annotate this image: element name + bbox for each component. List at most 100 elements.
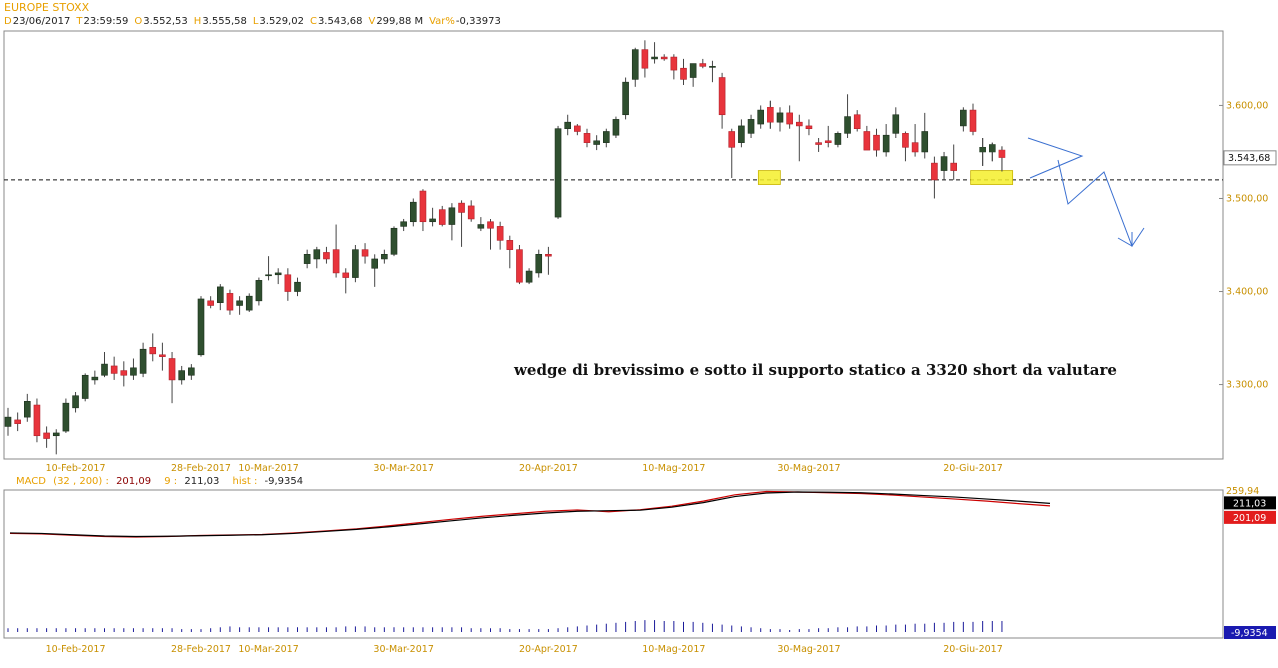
- last-price-box: [1223, 150, 1277, 166]
- y-tick-label: 3.400,00: [1226, 287, 1268, 298]
- x-tick-label: 10-Mar-2017: [238, 644, 298, 655]
- candle-body: [738, 125, 745, 143]
- candle-body: [641, 49, 649, 69]
- candle-body: [168, 358, 176, 381]
- candle-body: [197, 298, 205, 356]
- candle-body: [381, 254, 388, 260]
- ohlc-key: Var%: [429, 16, 455, 27]
- candle-body: [332, 249, 340, 274]
- ohlc-value: -0,33973: [455, 16, 501, 27]
- candle-body: [979, 147, 986, 152]
- x-tick-label: 20-Giu-2017: [943, 644, 1003, 655]
- candle-body: [622, 81, 629, 116]
- candle-body: [747, 119, 755, 134]
- candle-body: [892, 114, 900, 134]
- candle-body: [188, 367, 195, 376]
- candle-body: [390, 227, 398, 255]
- candle-body: [786, 112, 793, 125]
- candle-body: [593, 140, 600, 145]
- macd-value: 201,09: [116, 476, 152, 487]
- candle-body: [873, 134, 880, 151]
- candle-body: [834, 133, 842, 145]
- x-tick-label: 10-Mag-2017: [642, 644, 705, 655]
- candle-body: [361, 249, 369, 257]
- candle-body: [284, 274, 292, 292]
- candle-body: [767, 107, 774, 123]
- candle-body: [670, 56, 678, 71]
- candle-body: [130, 367, 137, 376]
- ohlc-value: 23/06/2017: [12, 16, 71, 27]
- x-tick-label: 20-Apr-2017: [519, 644, 578, 655]
- candle-body: [62, 402, 70, 432]
- candle-body: [448, 207, 456, 225]
- y-tick-label: 3.300,00: [1226, 380, 1268, 391]
- ohlc-readout: D23/06/2017 T23:59:59 O3.552,53 H3.555,58 L3…: [4, 16, 501, 27]
- candle-body: [294, 281, 301, 292]
- candle-body: [409, 201, 417, 223]
- candle-body: [805, 125, 813, 129]
- candle-body: [863, 131, 871, 151]
- candle-body: [545, 254, 552, 257]
- candle-body: [265, 274, 272, 277]
- candle-body: [110, 365, 118, 374]
- candle-body: [940, 156, 948, 171]
- macd-name: MACD: [16, 476, 46, 487]
- macd-value-label: 201,09: [1233, 513, 1266, 524]
- candle-body: [23, 401, 31, 418]
- x-tick-label: 30-Mar-2017: [373, 463, 433, 474]
- candle-body: [255, 280, 263, 302]
- candle-body: [795, 121, 803, 127]
- candle-body: [853, 114, 861, 129]
- candle-body: [371, 258, 379, 269]
- x-tick-label: 10-Mar-2017: [238, 463, 298, 474]
- candle-body: [815, 142, 822, 145]
- candle-body: [159, 354, 166, 357]
- candle-body: [882, 134, 890, 153]
- candle-body: [303, 254, 311, 264]
- candle-body: [400, 221, 407, 227]
- candle-body: [207, 300, 214, 306]
- ohlc-value: 3.543,68: [317, 16, 363, 27]
- signal-value: 211,03: [184, 476, 220, 487]
- candle-body: [429, 218, 436, 223]
- candle-body: [612, 119, 620, 136]
- y-tick-label: 3.600,00: [1226, 100, 1268, 111]
- ohlc-value: 299,88 M: [376, 16, 424, 27]
- candle-body: [776, 112, 784, 123]
- hist-value-label: -9,9354: [1231, 628, 1268, 639]
- candle-body: [911, 142, 919, 153]
- ohlc-value: 3.529,02: [259, 16, 304, 27]
- candle-body: [535, 254, 543, 274]
- candle-body: [352, 249, 359, 278]
- candle-body: [458, 202, 465, 213]
- candle-body: [660, 56, 668, 60]
- chart-annotation: wedge di brevissimo e sotto il supporto …: [513, 361, 1117, 379]
- ohlc-value: 3.555,58: [202, 16, 247, 27]
- x-tick-label: 20-Giu-2017: [943, 463, 1003, 474]
- ohlc-key: V: [368, 16, 376, 27]
- x-tick-label: 10-Feb-2017: [46, 463, 106, 474]
- last-price-label: 3.543,68: [1228, 153, 1270, 164]
- candle-body: [467, 205, 475, 220]
- candle-body: [438, 209, 446, 225]
- candle-body: [998, 150, 1005, 158]
- candle-body: [81, 374, 89, 399]
- x-tick-label: 20-Apr-2017: [519, 463, 578, 474]
- ohlc-key: L: [252, 16, 259, 27]
- candle-body: [564, 121, 572, 129]
- candle-body: [931, 162, 938, 181]
- macd-value-box: [1224, 496, 1276, 510]
- candle-body: [120, 370, 128, 376]
- macd-value-label: 211,03: [1233, 498, 1266, 509]
- x-tick-label: 28-Feb-2017: [171, 644, 231, 655]
- candle-body: [989, 144, 996, 152]
- candle-body: [178, 370, 185, 381]
- candle-body: [91, 376, 99, 381]
- candle-body: [43, 432, 50, 439]
- projection-arrow: [1057, 159, 1145, 248]
- candle-body: [902, 133, 909, 148]
- signal-line: [9, 491, 1051, 538]
- wedge-pattern: [1027, 137, 1084, 179]
- candle-body: [245, 295, 253, 311]
